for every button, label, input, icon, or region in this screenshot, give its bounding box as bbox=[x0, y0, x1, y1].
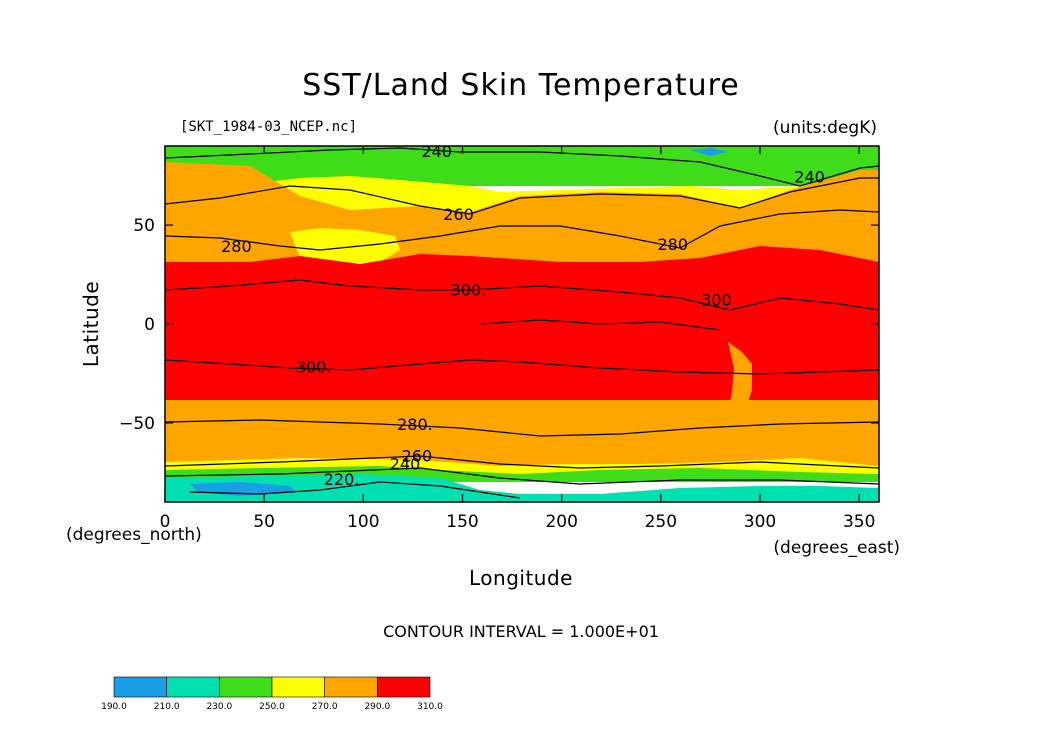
contour-label: 300 bbox=[701, 290, 732, 309]
y-tick-label: 0 bbox=[144, 315, 155, 335]
contour-label: 220. bbox=[324, 470, 360, 489]
contour-label: 240 bbox=[390, 454, 421, 473]
file-name-label: [SKT_1984-03_NCEP.nc] bbox=[180, 119, 357, 135]
x-tick-label: 250 bbox=[645, 512, 677, 532]
colorbar-label: 210.0 bbox=[154, 702, 180, 712]
x-axis-ticks: 0 50 100 150 200 250 300 350 bbox=[160, 146, 875, 532]
x-tick-label: 150 bbox=[446, 512, 478, 532]
contour-lines bbox=[164, 147, 880, 499]
x-tick-label: 100 bbox=[347, 512, 379, 532]
contour-300-north bbox=[164, 279, 880, 311]
x-axis-title: Longitude bbox=[469, 566, 573, 590]
band-orange-south bbox=[165, 400, 879, 466]
y-unit-label: (degrees_north) bbox=[66, 525, 202, 545]
x-tick-label: 300 bbox=[744, 512, 776, 532]
contour-220-south bbox=[189, 481, 521, 499]
contour-300-south bbox=[164, 359, 880, 375]
colorbar-swatch bbox=[166, 676, 220, 698]
contour-label: 280 bbox=[657, 235, 688, 254]
contour-280-north bbox=[164, 209, 880, 251]
colorbar-label: 250.0 bbox=[259, 702, 285, 712]
contour-interval-text: CONTOUR INTERVAL = 1.000E+01 bbox=[383, 622, 659, 641]
contour-label: 260 bbox=[443, 205, 474, 224]
contour-label: 280. bbox=[397, 415, 433, 434]
colorbar-label: 270.0 bbox=[312, 702, 338, 712]
band-coldest-arctic bbox=[690, 148, 728, 156]
colorbar-swatch bbox=[377, 676, 431, 698]
colorbar-swatch bbox=[271, 676, 325, 698]
y-tick-label: −50 bbox=[119, 414, 155, 434]
units-label: (units:degK) bbox=[773, 118, 877, 138]
contour-260-south bbox=[164, 455, 880, 469]
contour-label: 240 bbox=[794, 168, 825, 187]
band-antarctic bbox=[165, 474, 879, 502]
contour-label: 300. bbox=[451, 280, 487, 299]
chart-title: SST/Land Skin Temperature bbox=[302, 68, 740, 103]
contour-label: 280 bbox=[221, 237, 252, 256]
colorbar-label: 310.0 bbox=[417, 702, 443, 712]
y-axis-ticks: 50 0 −50 bbox=[119, 216, 879, 434]
colorbar-label: 230.0 bbox=[206, 702, 232, 712]
contour-label: 260 bbox=[402, 447, 433, 466]
y-axis-title: Latitude bbox=[79, 281, 103, 367]
contour-240-south bbox=[164, 467, 880, 485]
colorbar-label: 290.0 bbox=[364, 702, 390, 712]
band-yellow-asia bbox=[290, 228, 400, 264]
x-tick-label: 350 bbox=[843, 512, 875, 532]
contour-260-north bbox=[164, 177, 879, 215]
contour-240-north bbox=[164, 147, 880, 187]
colorbar-swatch bbox=[324, 676, 378, 698]
x-unit-label: (degrees_east) bbox=[773, 538, 900, 558]
band-red-tropics bbox=[165, 246, 879, 412]
colorbar: 190.0 210.0 230.0 250.0 270.0 290.0 310.0 bbox=[101, 676, 443, 712]
x-tick-label: 200 bbox=[545, 512, 577, 532]
colorbar-swatch bbox=[219, 676, 273, 698]
x-tick-label: 0 bbox=[160, 512, 171, 532]
contour-label: 240 bbox=[421, 142, 452, 161]
y-tick-label: 50 bbox=[133, 216, 155, 236]
contour-label: 300. bbox=[296, 358, 332, 377]
colorbar-swatch bbox=[113, 676, 167, 698]
contour-300-eq bbox=[479, 319, 721, 331]
x-tick-label: 50 bbox=[253, 512, 275, 532]
contour-280-south bbox=[164, 419, 880, 437]
colorbar-label: 190.0 bbox=[101, 702, 127, 712]
